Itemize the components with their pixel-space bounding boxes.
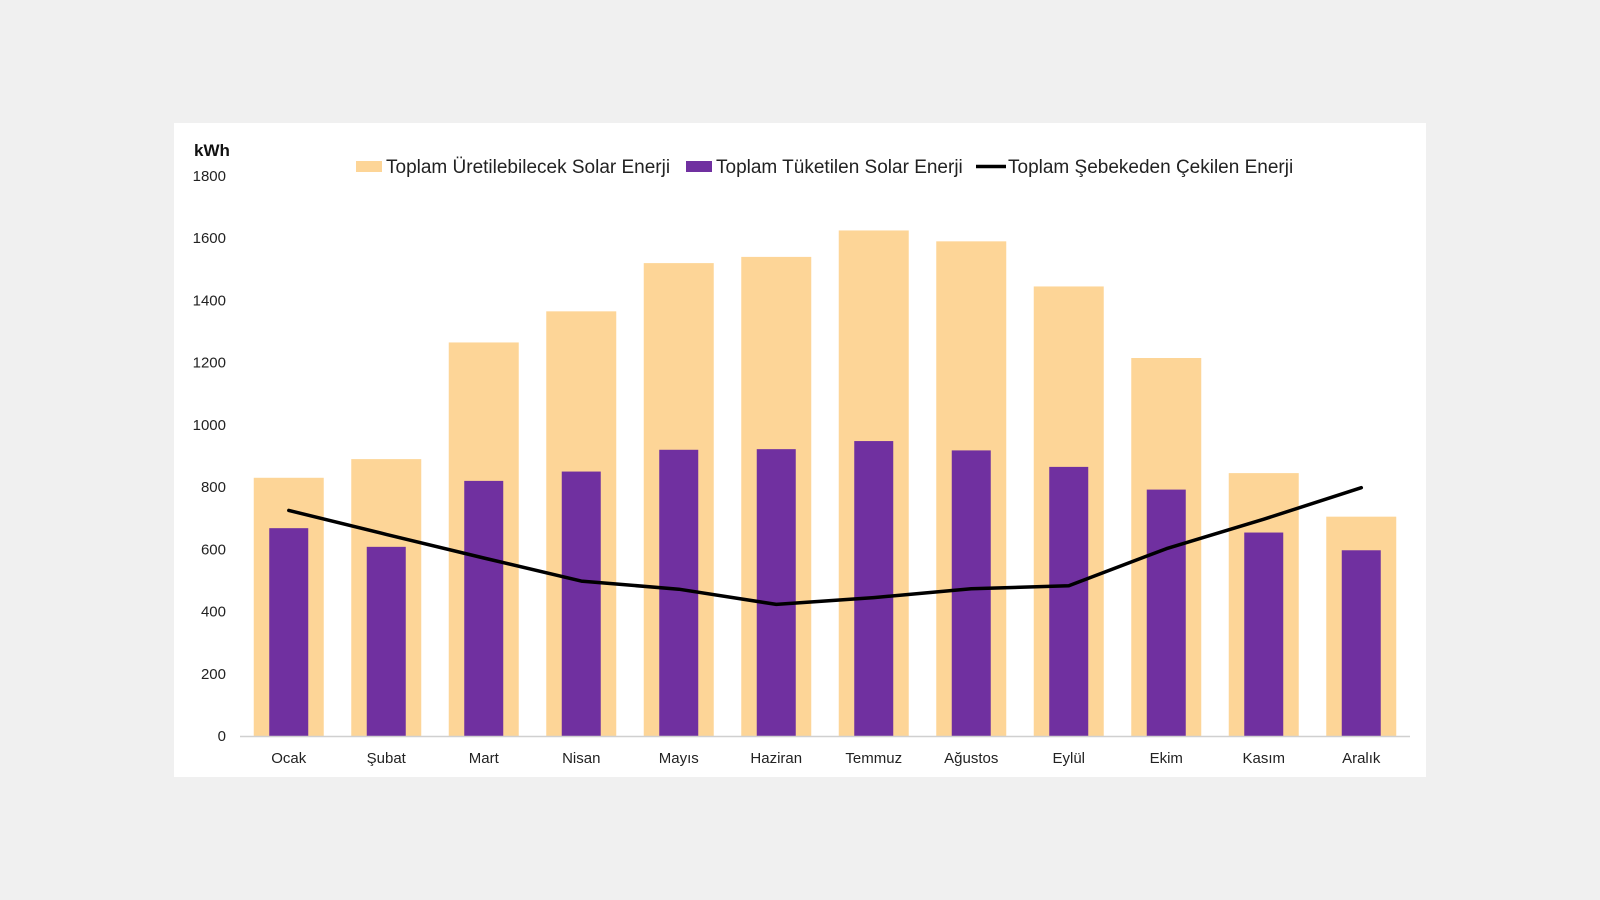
line-grid-energy: [287, 485, 1364, 607]
y-tick-label: 0: [218, 728, 226, 745]
x-tick-label: Şubat: [367, 750, 407, 767]
y-tick-label: 1800: [193, 168, 226, 185]
x-tick-label: Eylül: [1052, 750, 1085, 767]
y-axis-unit-label: kWh: [194, 141, 230, 160]
x-axis: Ocak Şubat Mart Nisan Mayıs Haziran Temmuz Ağus…: [271, 750, 1381, 767]
x-tick-label: Ağustos: [944, 750, 998, 767]
x-tick-label: Haziran: [750, 750, 802, 767]
bars-consumed: [269, 441, 1381, 736]
x-tick-label: Temmuz: [845, 750, 902, 767]
bar-consumed: [951, 450, 991, 736]
x-tick-label: Aralık: [1342, 750, 1381, 767]
legend: Toplam Üretilebilecek Solar Enerji Topla…: [356, 157, 1293, 178]
y-tick-label: 1600: [193, 230, 226, 247]
y-tick-label: 1400: [193, 292, 226, 309]
x-tick-label: Mayıs: [659, 750, 699, 767]
legend-label-grid: Toplam Şebekeden Çekilen Enerji: [1008, 157, 1293, 178]
y-tick-label: 1000: [193, 417, 226, 434]
legend-swatch-consumed: [686, 161, 712, 172]
bar-consumed: [854, 441, 894, 736]
y-tick-label: 1200: [193, 355, 226, 372]
x-tick-label: Ocak: [271, 750, 307, 767]
y-tick-label: 400: [201, 604, 226, 621]
bar-consumed: [561, 471, 601, 736]
bar-consumed: [1146, 489, 1186, 736]
bar-consumed: [269, 528, 309, 736]
bar-consumed: [1049, 466, 1089, 736]
legend-swatch-generated: [356, 161, 382, 172]
bar-consumed: [1341, 550, 1381, 736]
y-tick-label: 600: [201, 541, 226, 558]
grid-energy-line: [287, 485, 1364, 607]
x-tick-label: Kasım: [1242, 750, 1285, 767]
y-tick-label: 800: [201, 479, 226, 496]
bar-consumed: [464, 480, 504, 736]
bar-consumed: [756, 449, 796, 736]
y-tick-label: 200: [201, 666, 226, 683]
legend-label-generated: Toplam Üretilebilecek Solar Enerji: [386, 157, 670, 178]
bars-generated: [253, 230, 1397, 737]
y-axis: 0 200 400 600 800 1000 1200 1400 1600 1800: [193, 168, 226, 745]
bar-consumed: [366, 546, 406, 736]
bar-consumed: [1244, 532, 1284, 736]
x-tick-label: Ekim: [1150, 750, 1183, 767]
x-tick-label: Mart: [469, 750, 500, 767]
legend-label-consumed: Toplam Tüketilen Solar Enerji: [716, 157, 963, 178]
x-tick-label: Nisan: [562, 750, 600, 767]
